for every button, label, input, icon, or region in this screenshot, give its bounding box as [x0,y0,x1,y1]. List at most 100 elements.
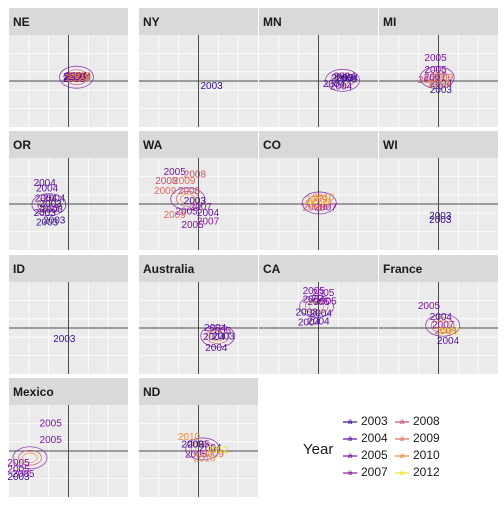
facet-strip [259,8,378,35]
point-label: 2004 [203,332,226,343]
point-label: 2005 [7,464,30,475]
legend-entry-label: 2009 [413,431,440,445]
density-contour [429,72,445,83]
facet-strip [259,255,378,282]
facet-title: NY [143,15,160,29]
point-label: 2004 [437,336,460,347]
point-label: 2008 [66,73,89,84]
legend-title: Year [303,441,333,458]
density-contour [425,69,449,86]
density-contour [41,199,57,210]
point-label: 2003 [184,196,207,207]
facet-strip [259,131,378,158]
legend-key-glyph: a [400,468,405,477]
point-label: 2005 [181,220,204,231]
point-label: 2009 [173,176,196,187]
point-label: 2012 [438,327,461,338]
point-label: 2004 [64,71,87,82]
facet-title: WA [143,138,163,152]
point-label: 2009 [164,210,187,221]
point-label: 2007 [432,320,455,331]
facet-id: ID 2003 [9,255,128,374]
point-label: 2003 [331,73,354,84]
facet-title: NE [13,15,30,29]
legend-entry-label: 2003 [361,414,388,428]
point-label: 2005 [40,435,63,446]
point-label: 2010 [312,193,335,204]
density-contour [59,65,94,89]
point-label: 2010 [427,79,450,90]
point-label: 2004 [205,343,228,354]
point-label: 2004 [34,178,57,189]
point-label: 2005 [424,65,447,76]
facet-strip [139,131,258,158]
point-label: 2005 [418,301,441,312]
point-label: 2009 [65,72,88,83]
point-label: 2005 [209,326,232,337]
density-contour [301,191,337,215]
point-label: 2005 [185,450,208,461]
point-label: 2005 [7,458,30,469]
facet-title: MI [383,15,396,29]
density-contour [299,294,335,318]
point-label: 2004 [298,317,321,328]
point-label: 2005 [164,167,187,178]
point-label: 2004 [69,72,92,83]
point-label: 2008 [155,176,178,187]
density-contour [419,66,455,89]
point-label: 2010 [67,73,90,84]
point-label: 2010 [69,71,92,82]
point-label: 2003 [40,199,63,210]
point-label: 2003 [200,81,223,92]
density-contour [31,193,67,217]
point-label: 2004 [430,312,453,323]
point-label: 2012 [307,196,330,207]
facet-strip [139,378,258,405]
point-label: 2005 [12,469,35,480]
density-contour [175,191,200,207]
facet-title: ID [13,262,25,276]
density-contour [309,301,325,312]
density-contour [200,324,236,348]
facet-strip [139,8,258,35]
legend-entry-label: 2004 [361,431,388,445]
point-label: 2004 [310,308,333,319]
facet-title: WI [383,138,398,152]
legend-entry-label: 2012 [413,465,440,479]
facet-title: Mexico [13,385,54,399]
density-contour [435,320,451,331]
facet-ny: NY 2003 [139,8,258,127]
density-contour [304,298,329,315]
density-contour [64,69,89,85]
point-label: 2010 [193,453,216,464]
point-label: 2005 [175,206,198,217]
point-label: 2004 [307,317,330,328]
density-contour [18,449,42,466]
point-label: 2003 [41,205,64,216]
point-label: 2003 [335,75,358,86]
density-contour [307,195,332,211]
point-label: 2003 [212,331,235,342]
density-contour [311,197,327,209]
point-label: 2005 [40,418,63,429]
facet-title: CO [263,138,281,152]
density-contour [180,193,196,204]
legend-entry-label: 2007 [361,465,388,479]
point-label: 2009 [202,449,225,460]
point-label: 2004 [65,71,88,82]
point-label: 2007 [315,203,338,214]
point-label: 2004 [303,294,326,305]
point-label: 2005 [315,296,338,307]
density-contour [425,313,461,337]
facet-strip [9,255,128,282]
point-label: 2010 [307,199,330,210]
point-label: 2003 [7,472,30,483]
point-label: 2005 [64,72,87,83]
